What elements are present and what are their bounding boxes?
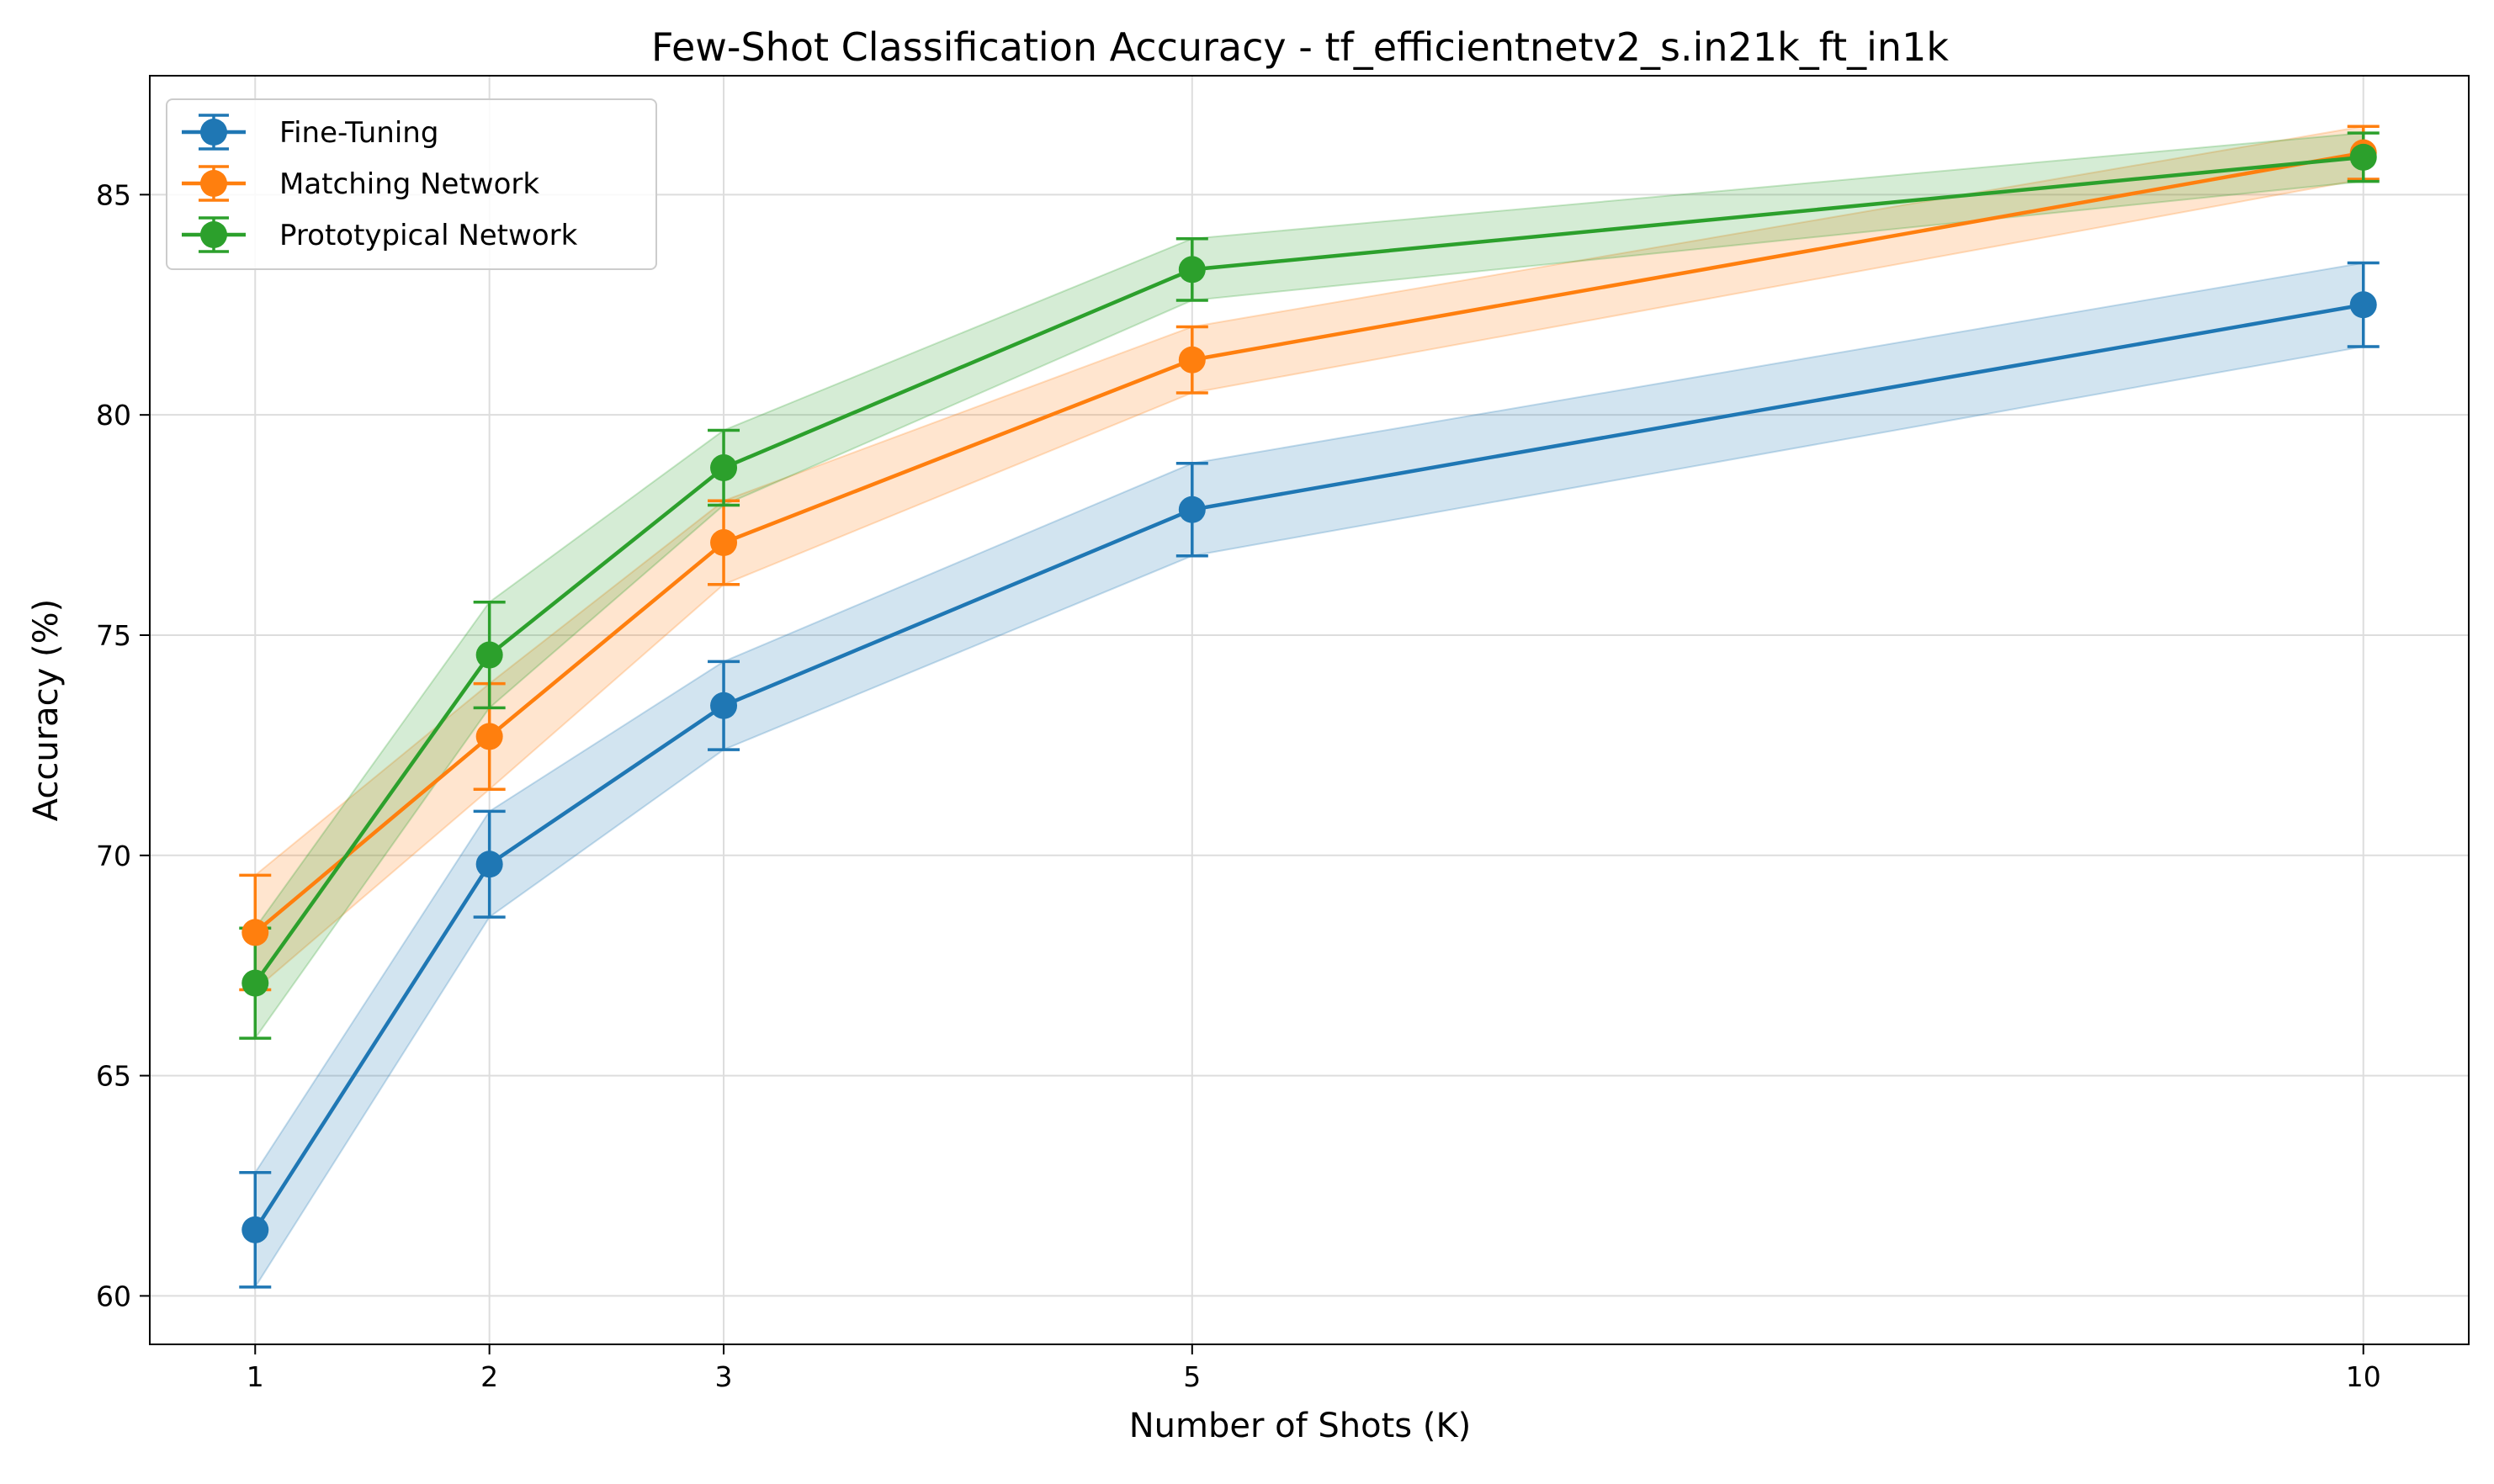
legend-label-prototypical-network: Prototypical Network [279, 219, 578, 252]
x-tick-label: 5 [1183, 1360, 1201, 1393]
y-tick-label: 65 [96, 1060, 131, 1093]
fine-tuning-point [475, 851, 503, 878]
series-markers [241, 139, 2377, 1243]
x-axis-ticks: 1 2 3 5 10 [247, 1344, 2381, 1393]
prototypical-network-point [241, 969, 269, 997]
y-tick-label: 75 [96, 619, 131, 652]
prototypical-network-point [710, 454, 738, 482]
plot-frame [149, 75, 2470, 1345]
y-tick-label: 70 [96, 840, 131, 872]
legend-label-matching-network: Matching Network [279, 167, 539, 201]
prototypical-network-point [2349, 143, 2377, 171]
x-axis-label: Number of Shots (K) [1129, 1407, 1472, 1445]
fine-tuning-point [1178, 496, 1206, 523]
matching-network-point [1178, 346, 1206, 374]
y-axis-label: Accuracy (%) [27, 599, 66, 822]
prototypical-network-point [475, 641, 503, 669]
chart-title: Few-Shot Classification Accuracy - tf_ef… [651, 24, 1949, 70]
y-axis-ticks: 60 65 70 75 80 85 [96, 178, 150, 1312]
prototypical-network-point [1178, 256, 1206, 284]
legend-marker-fine-tuning [200, 119, 227, 146]
y-tick-label: 60 [96, 1280, 131, 1312]
legend-box [166, 98, 657, 270]
fine-tuning-point [241, 1216, 269, 1243]
fine-tuning-point [2349, 291, 2377, 319]
legend-marker-prototypical-network [200, 221, 227, 248]
x-tick-label: 3 [715, 1360, 733, 1393]
x-tick-label: 10 [2346, 1360, 2381, 1393]
legend: Fine-Tuning Matching Network Prototypical … [166, 98, 657, 270]
y-tick-label: 85 [96, 178, 131, 211]
fine-tuning-point [710, 692, 738, 719]
legend-marker-matching-network [200, 170, 227, 197]
matching-network-point [475, 723, 503, 750]
matching-network-point [241, 919, 269, 946]
y-tick-label: 80 [96, 399, 131, 432]
matching-network-point [710, 529, 738, 557]
x-tick-label: 2 [480, 1360, 498, 1393]
legend-label-fine-tuning: Fine-Tuning [279, 116, 438, 150]
x-tick-label: 1 [247, 1360, 264, 1393]
